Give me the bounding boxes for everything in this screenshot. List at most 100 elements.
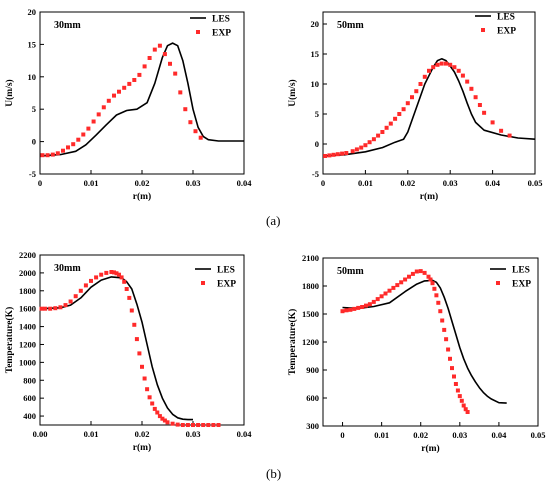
y-tick-label-2-7: 1800 xyxy=(19,286,36,296)
x-tick-label-2-4: 0.04 xyxy=(237,429,253,439)
data-point-2-1-12 xyxy=(99,272,104,277)
data-point-1-1-30 xyxy=(452,65,457,70)
data-point-1-1-2 xyxy=(331,152,336,157)
data-point-1-1-19 xyxy=(405,101,410,106)
data-point-1-1-7 xyxy=(354,147,359,152)
data-point-0-1-26 xyxy=(173,71,178,76)
plot-frame-1 xyxy=(322,11,536,175)
data-point-3-1-39 xyxy=(459,398,464,403)
x-tick-label-2-3: 0.03 xyxy=(186,429,201,439)
data-point-0-1-1 xyxy=(45,153,50,158)
data-point-2-1-10 xyxy=(89,278,93,283)
data-point-2-1-18 xyxy=(119,275,124,280)
y-tick-label-3-0: 300 xyxy=(306,421,319,431)
data-point-0-1-22 xyxy=(152,47,157,52)
series-line-3-0 xyxy=(342,279,507,404)
data-point-1-1-24 xyxy=(427,68,431,73)
legend-label-1-0: LES xyxy=(497,13,515,23)
y-tick-label-0-3: 10 xyxy=(28,72,37,82)
data-point-3-1-42 xyxy=(465,410,470,414)
series-line-1-0 xyxy=(322,58,536,157)
y-tick-label-0-5: 20 xyxy=(28,7,37,17)
data-point-3-1-38 xyxy=(457,394,462,399)
data-point-3-1-28 xyxy=(438,309,443,314)
data-point-0-1-29 xyxy=(188,120,193,125)
x-axis-label-3: r(m) xyxy=(421,443,439,454)
data-point-3-1-4 xyxy=(356,305,361,310)
data-point-2-1-5 xyxy=(63,303,68,308)
data-point-3-1-20 xyxy=(418,269,423,274)
data-point-2-1-1 xyxy=(43,306,48,311)
legend-swatch-3-1 xyxy=(496,281,500,285)
y-axis-label-2: Temperature(K) xyxy=(4,307,15,374)
data-point-3-1-9 xyxy=(375,297,380,302)
data-point-1-1-29 xyxy=(448,62,453,67)
data-point-1-1-25 xyxy=(431,65,436,70)
plot-frame-2 xyxy=(39,254,245,426)
data-point-1-1-34 xyxy=(469,86,474,91)
data-point-2-1-3 xyxy=(53,306,58,311)
y-tick-label-3-6: 2100 xyxy=(302,253,319,263)
data-point-1-1-17 xyxy=(397,112,402,116)
data-point-3-1-41 xyxy=(463,407,468,412)
data-point-3-1-19 xyxy=(414,269,419,274)
data-point-1-1-16 xyxy=(393,116,398,121)
data-point-3-1-36 xyxy=(453,382,458,386)
y-tick-label-0-4: 15 xyxy=(28,39,37,49)
data-point-0-1-16 xyxy=(122,85,127,90)
data-point-2-1-41 xyxy=(191,423,195,427)
data-point-3-1-0 xyxy=(340,309,345,314)
legend-label-0-1: EXP xyxy=(212,29,231,39)
data-point-1-1-13 xyxy=(380,130,385,134)
data-point-3-1-16 xyxy=(403,277,408,282)
x-tick-label-1-4: 0.04 xyxy=(485,178,501,188)
data-point-2-1-9 xyxy=(83,283,88,288)
data-point-3-1-21 xyxy=(422,270,427,275)
data-point-3-1-34 xyxy=(450,366,454,371)
data-point-2-1-17 xyxy=(117,272,121,277)
data-point-1-1-38 xyxy=(490,120,495,125)
data-point-3-1-14 xyxy=(395,283,400,288)
data-point-3-1-12 xyxy=(387,288,392,293)
data-point-0-1-9 xyxy=(86,126,91,131)
x-tick-label-1-1: 0.01 xyxy=(358,178,373,188)
data-point-2-1-22 xyxy=(129,308,134,313)
data-point-0-1-15 xyxy=(117,89,121,94)
data-point-3-1-37 xyxy=(455,388,460,393)
data-point-0-1-23 xyxy=(157,43,162,48)
data-point-2-1-46 xyxy=(216,423,221,427)
x-tick-label-1-5: 0.05 xyxy=(528,178,543,188)
data-point-3-1-23 xyxy=(428,277,433,282)
x-tick-label-3-2: 0.02 xyxy=(413,430,428,440)
data-point-2-1-34 xyxy=(160,416,165,421)
legend-label-3-0: LES xyxy=(512,266,530,276)
x-tick-label-3-4: 0.04 xyxy=(491,430,507,440)
data-point-2-1-43 xyxy=(201,423,206,427)
x-tick-label-0-3: 0.03 xyxy=(186,178,201,188)
data-point-1-1-22 xyxy=(418,82,423,86)
x-axis-label-1: r(m) xyxy=(420,191,438,202)
data-point-2-1-40 xyxy=(185,423,190,427)
data-point-1-1-40 xyxy=(507,133,512,138)
data-point-3-1-33 xyxy=(448,356,452,361)
data-point-1-1-21 xyxy=(414,89,419,94)
legend-swatch-1-1 xyxy=(481,28,485,32)
data-point-1-1-23 xyxy=(422,74,427,79)
data-point-2-1-32 xyxy=(155,410,160,415)
data-point-1-1-4 xyxy=(340,151,345,156)
y-tick-label-3-4: 1500 xyxy=(302,309,319,319)
data-point-2-1-14 xyxy=(109,270,114,274)
data-point-3-1-35 xyxy=(452,374,456,379)
data-point-1-1-10 xyxy=(367,140,372,145)
legend-label-1-1: EXP xyxy=(497,27,516,37)
data-point-1-1-32 xyxy=(460,73,465,78)
data-point-1-1-0 xyxy=(323,154,328,158)
data-point-0-1-5 xyxy=(66,145,70,150)
data-point-3-1-31 xyxy=(444,337,449,342)
y-tick-label-0-0: -5 xyxy=(29,169,36,179)
data-point-2-1-39 xyxy=(180,423,185,427)
data-point-2-1-45 xyxy=(211,423,216,427)
data-point-2-1-7 xyxy=(73,294,78,299)
data-point-0-1-12 xyxy=(101,105,106,110)
